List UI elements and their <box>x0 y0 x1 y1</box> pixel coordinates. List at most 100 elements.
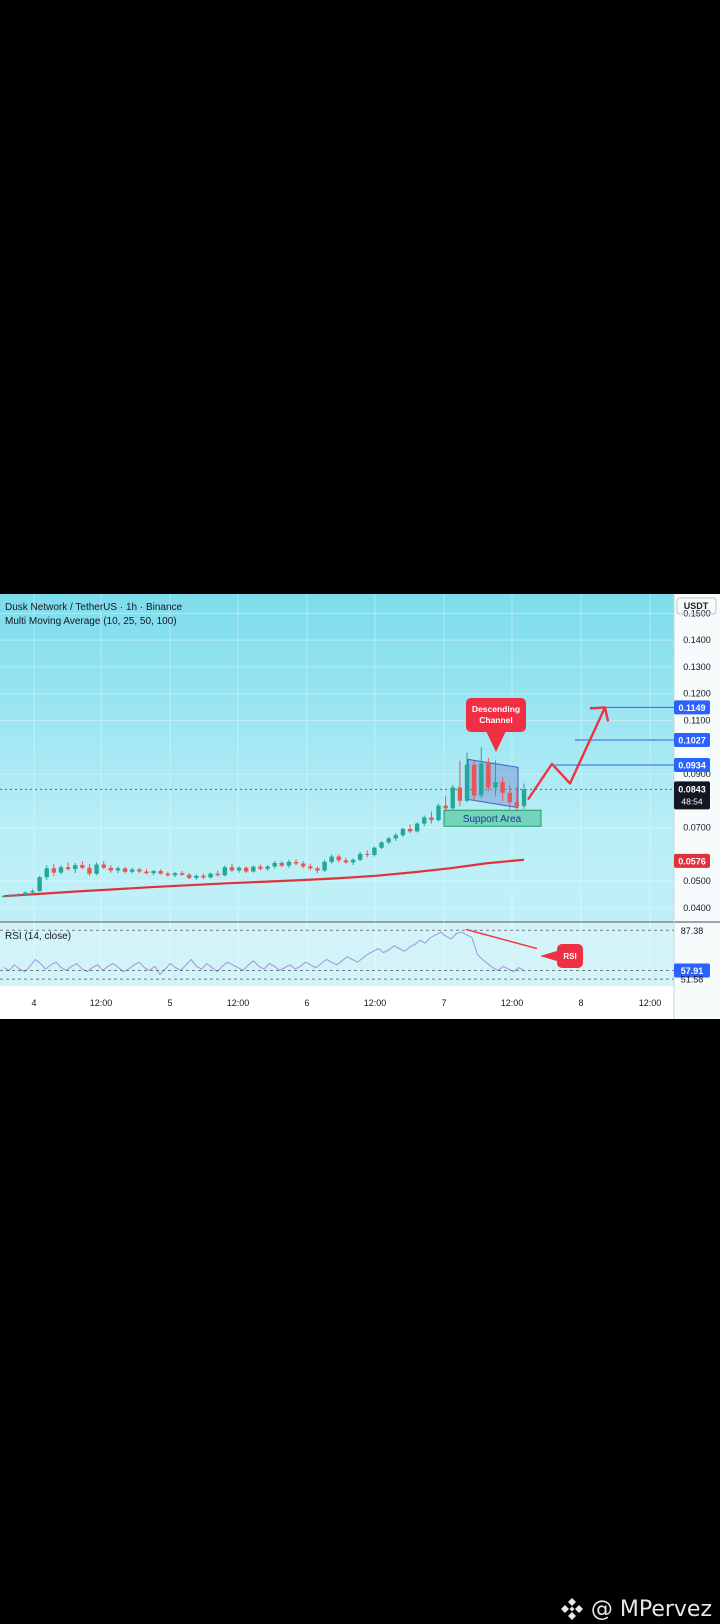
chart-title: Dusk Network / TetherUS · 1h · Binance <box>5 602 183 613</box>
candles <box>1 747 527 898</box>
binance-logo-icon <box>560 1598 583 1620</box>
price-level-badge-text: 0.0934 <box>678 760 706 770</box>
candle-body <box>400 828 406 836</box>
ma-value-text: 0.0576 <box>678 856 706 866</box>
time-axis-labels: 4 12:00 5 12:00 6 12:00 7 12:00 8 12:00 <box>31 998 661 1008</box>
watermark-text: @ MPervez <box>590 1596 712 1622</box>
time-tick-label: 8 <box>578 998 583 1008</box>
candle-body <box>386 838 391 843</box>
moving-average <box>3 858 525 898</box>
candle-body <box>258 866 263 869</box>
candle-body <box>151 871 156 874</box>
candle-body <box>322 861 327 871</box>
candle-body <box>486 763 491 788</box>
candle-body <box>236 867 242 871</box>
candle-body <box>73 865 78 870</box>
ma-value-badge <box>674 853 710 868</box>
candle-body <box>115 868 121 871</box>
candle-body <box>44 868 49 878</box>
candle-body <box>422 817 427 824</box>
candle-body <box>429 817 434 821</box>
countdown-text: 48:54 <box>681 796 703 806</box>
rsi-level-label: 57.91 <box>681 966 704 976</box>
candle-body <box>464 764 470 801</box>
candle-body <box>357 853 363 860</box>
candle-body <box>493 782 498 788</box>
candle-body <box>229 867 235 871</box>
candle-body <box>308 866 313 869</box>
price-level-badge-text: 0.1149 <box>678 703 705 713</box>
candle-body <box>436 805 441 821</box>
candle-body <box>272 862 277 867</box>
candle-body <box>108 867 114 871</box>
rsi-level-label: 87.38 <box>681 926 704 936</box>
time-tick-label: 12:00 <box>227 998 250 1008</box>
current-price-badge <box>674 781 710 810</box>
candle-body <box>58 867 64 873</box>
candle-body <box>37 877 42 892</box>
price-tick-label: 0.1200 <box>683 689 711 699</box>
candle-body <box>1 895 7 897</box>
descending-channel-callout: Descending Channel <box>466 698 526 752</box>
candle-body <box>265 866 270 869</box>
price-tick-label: 0.0900 <box>683 769 711 779</box>
price-tick-label: 0.0700 <box>683 823 711 833</box>
price-tick-label: 0.1400 <box>683 635 711 645</box>
rsi-tag-text: RSI <box>563 952 576 961</box>
candle-body <box>158 871 163 874</box>
indicator-label: Multi Moving Average (10, 25, 50, 100) <box>5 616 177 627</box>
candle-body <box>407 828 413 832</box>
rsi-callout: RSI <box>540 944 583 968</box>
time-tick-label: 12:00 <box>501 998 524 1008</box>
candle-body <box>130 869 135 872</box>
current-price-text: 0.0843 <box>678 784 706 794</box>
candle-body <box>521 789 527 807</box>
support-area-box <box>443 809 542 827</box>
rsi-level-label: 51.58 <box>681 975 704 985</box>
price-tick-label: 0.1500 <box>683 608 711 618</box>
candle-body <box>457 787 463 801</box>
candle-body <box>94 864 99 874</box>
price-level-badge <box>674 733 710 748</box>
candle-body <box>144 871 149 874</box>
candle-body <box>286 861 292 866</box>
projection-arrowhead <box>589 706 610 722</box>
candle-body <box>251 866 256 872</box>
candle-body <box>187 874 192 878</box>
time-tick-label: 12:00 <box>364 998 387 1008</box>
candle-body <box>215 873 220 876</box>
candle-body <box>293 861 299 864</box>
candle-body <box>393 835 398 839</box>
candle-body <box>329 856 334 862</box>
candle-body <box>201 875 206 878</box>
candle-body <box>300 863 306 867</box>
candle-body <box>379 842 384 848</box>
candle-body <box>279 862 285 866</box>
moving-average-line <box>3 858 525 898</box>
candle-body <box>194 875 199 878</box>
candle-body <box>479 763 484 796</box>
candle-body <box>65 867 71 870</box>
candle-body <box>165 873 171 876</box>
watermark: @ MPervez <box>559 1594 712 1624</box>
candle-body <box>8 895 14 897</box>
currency-box <box>676 597 717 615</box>
price-level-badge <box>674 757 710 772</box>
candle-body <box>208 873 213 878</box>
price-tick-label: 0.1100 <box>684 716 711 726</box>
rsi-line <box>3 931 525 976</box>
currency-label: USDT <box>684 601 709 611</box>
candle-body <box>450 787 455 809</box>
candle-body <box>137 869 142 872</box>
candle-body <box>350 859 356 863</box>
candle-body <box>315 868 320 871</box>
grid-lines <box>0 594 674 986</box>
candle-body <box>365 853 370 855</box>
support-area-label: Support Area <box>463 814 522 825</box>
candle-body <box>179 873 185 875</box>
candle-body <box>122 868 128 872</box>
price-tick-label: 0.1300 <box>683 662 711 672</box>
price-tick-label: 0.0400 <box>683 903 711 913</box>
candle-body <box>51 868 57 873</box>
